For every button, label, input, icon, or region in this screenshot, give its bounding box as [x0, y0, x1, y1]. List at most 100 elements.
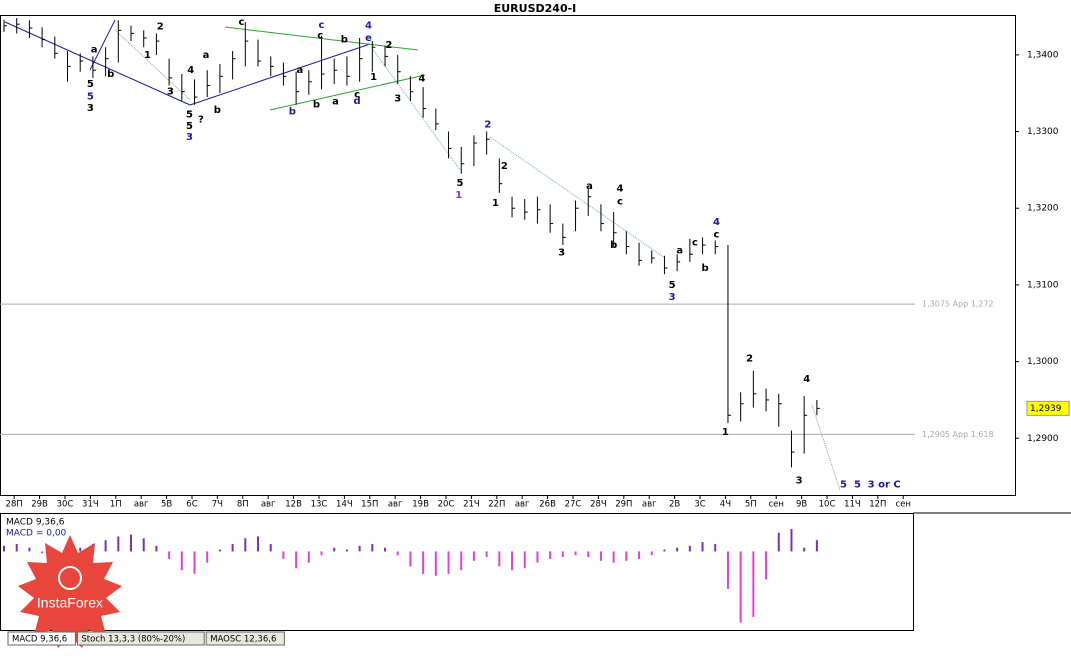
macd-bar	[320, 551, 323, 556]
wave-label: 5	[456, 178, 463, 189]
x-tick-label: 22П	[488, 500, 505, 510]
tab[interactable]	[7, 631, 76, 646]
indicator-frame	[0, 513, 914, 631]
x-tick-label: авг	[388, 500, 403, 510]
x-tick-label: 26В	[539, 500, 556, 510]
x-tick-label: авг	[134, 500, 149, 510]
macd-bar	[396, 551, 399, 556]
x-tick-label: 2В	[669, 500, 680, 510]
wave-label: 4	[617, 183, 624, 194]
y-tick-label: 1,3200	[1027, 204, 1059, 214]
macd-bar	[815, 540, 818, 552]
macd-bar	[511, 551, 514, 571]
macd-bar	[180, 551, 183, 571]
y-tick-label: 1,3100	[1027, 280, 1059, 290]
macd-bar	[41, 551, 44, 554]
wave-label: 3	[167, 87, 174, 98]
wave-label: a	[297, 65, 304, 76]
wave-label: 5	[87, 91, 94, 102]
macd-bar	[345, 549, 348, 552]
x-tick-label: 8П	[237, 500, 249, 510]
x-tick-label: 12П	[869, 500, 886, 510]
tab[interactable]	[76, 631, 205, 646]
x-tick-label: 30С	[57, 500, 74, 510]
wave-label: 1	[370, 72, 377, 83]
wave-label: 5	[669, 280, 676, 291]
x-tick-label: 9В	[796, 500, 807, 510]
wave-label: e	[365, 33, 372, 44]
wave-label: 3	[394, 94, 401, 105]
macd-bar	[676, 547, 679, 552]
trend-lines	[4, 19, 841, 491]
wave-label: 2	[157, 22, 164, 33]
indicator-label: MACD 9,36,6	[6, 518, 65, 528]
trend-line	[4, 21, 191, 106]
wave-label: 3	[669, 292, 676, 303]
x-tick-label: 6С	[186, 500, 197, 510]
watermark: InstaForex	[18, 535, 122, 648]
macd-bar	[714, 543, 717, 552]
wave-label: c	[239, 17, 245, 28]
x-tick-label: авг	[642, 500, 657, 510]
level-label: 1,3075 App 1,272	[922, 300, 994, 309]
macd-bar	[231, 543, 234, 552]
macd-bar	[28, 547, 31, 552]
logo-badge	[18, 535, 122, 648]
macd-bar	[244, 538, 247, 552]
wave-label: b	[702, 263, 709, 274]
x-tick-label: 19В	[412, 500, 429, 510]
macd-bar	[752, 551, 755, 617]
wave-label: b	[610, 240, 617, 251]
wave-label: b	[341, 35, 348, 46]
x-tick-label: 28Ч	[590, 500, 607, 510]
last-price-label: 1,2939	[1030, 404, 1062, 414]
y-tick-label: 1,3300	[1027, 127, 1059, 137]
tab-label[interactable]: Stoch 13,3,3 (80%-20%)	[81, 635, 185, 645]
x-tick-label: 5П	[745, 500, 757, 510]
x-tick-label: 21Ч	[463, 500, 480, 510]
trend-line	[89, 19, 116, 71]
wave-label: 3 or C	[868, 479, 901, 490]
macd-bar	[739, 551, 742, 623]
macd-bar	[726, 551, 729, 589]
wave-label: 3	[796, 475, 803, 486]
x-tick-label: 1П	[110, 500, 122, 510]
macd-bar	[295, 551, 298, 569]
macd-bar	[358, 545, 361, 552]
wave-label: 1	[144, 50, 151, 61]
macd-bar	[142, 538, 145, 552]
wave-label: 5	[854, 479, 861, 490]
macd-bar	[257, 536, 260, 552]
macd-bar	[765, 551, 768, 580]
x-tick-label: 5В	[161, 500, 172, 510]
macd-bar	[803, 547, 806, 552]
macd-bar	[168, 551, 171, 559]
x-tick-label: 27С	[565, 500, 582, 510]
macd-bar	[371, 543, 374, 552]
wave-label: 1	[492, 198, 499, 209]
macd-bar	[790, 528, 793, 552]
x-tick-label: сен	[768, 500, 783, 510]
x-tick-label: сен	[895, 500, 910, 510]
x-tick-label: 4Ч	[720, 500, 731, 510]
macd-bar	[333, 547, 336, 552]
tab-label[interactable]: MAOSC 12,36,6	[210, 635, 276, 645]
macd-bar	[218, 549, 221, 552]
wave-label: b	[289, 107, 296, 118]
macd-bar	[117, 536, 120, 552]
tab[interactable]	[205, 631, 285, 646]
macd-bar	[612, 551, 615, 563]
wave-label: 3	[558, 248, 565, 259]
wave-label: c	[714, 229, 720, 240]
x-tick-label: 28П	[6, 500, 23, 510]
x-tick-label: авг	[515, 500, 530, 510]
macd-bar	[384, 547, 387, 552]
macd-bar	[422, 551, 425, 574]
x-tick-label: 13С	[311, 500, 328, 510]
tab-label[interactable]: MACD 9,36,6	[12, 635, 67, 645]
macd-bar	[15, 543, 18, 552]
macd-bar	[625, 551, 628, 561]
trend-line	[811, 404, 841, 491]
macd-bar	[599, 551, 602, 561]
wave-label: ?	[198, 114, 204, 125]
